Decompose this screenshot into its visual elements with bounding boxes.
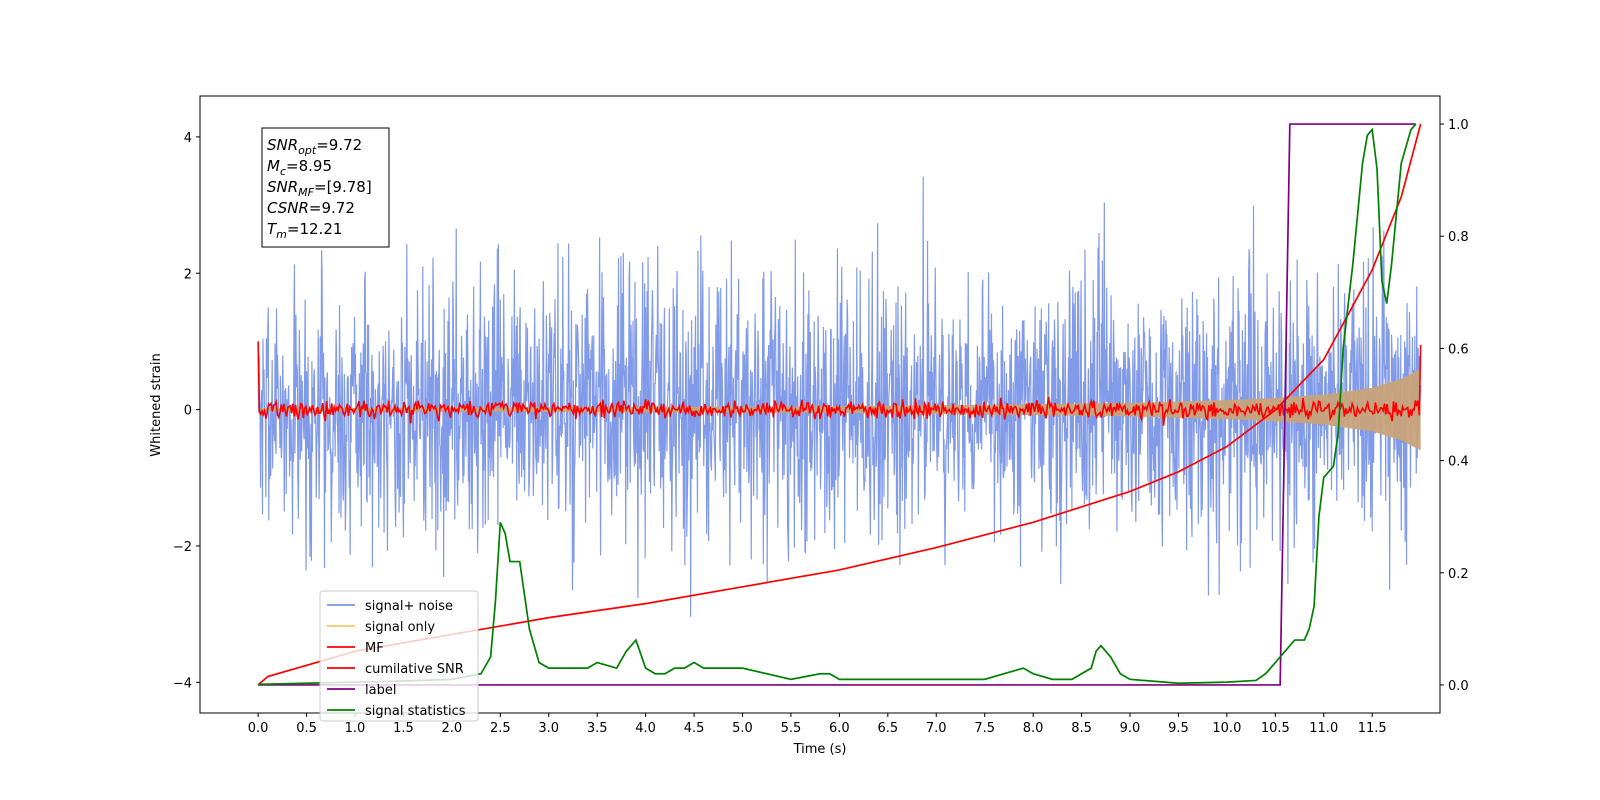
annotation-symbol: M	[267, 157, 280, 175]
x-tick-label: 8.0	[1023, 721, 1044, 736]
annotation-frame	[261, 127, 390, 248]
annotation-line: SNRMF=[9.78]	[267, 178, 372, 199]
x-tick-label: 0.0	[248, 721, 269, 736]
x-tick-label: 8.5	[1071, 721, 1092, 736]
x-tick-label: 10.0	[1212, 721, 1241, 736]
x-tick-label: 4.0	[635, 721, 656, 736]
legend-frame	[319, 590, 479, 722]
x-tick-label: 11.5	[1358, 721, 1387, 736]
series-mf	[257, 341, 1422, 426]
x-tick-label: 11.0	[1309, 721, 1338, 736]
legend: signal+ noise signal only MF cumilative SNR…	[319, 590, 479, 722]
x-axis-ticks: 0.0 0.5 1.0 1.5 2.0 2.5 3.0 3.5 4.0 4.5 5.0 5.5 6.0 6…	[248, 713, 1387, 736]
x-tick-label: 7.5	[974, 721, 995, 736]
x-tick-label: 2.5	[490, 721, 511, 736]
annotation-subscript: opt	[298, 144, 317, 157]
legend-label: label	[365, 683, 396, 698]
annotation-subscript: c	[280, 165, 286, 178]
annotation-symbol: T	[267, 220, 278, 238]
legend-label: signal only	[365, 620, 435, 635]
annotation-symbol: SNR	[267, 136, 298, 154]
annotation-value: =9.72	[309, 199, 355, 217]
y-tick-label: 0	[184, 404, 192, 419]
series-label	[258, 123, 1416, 686]
x-axis-label: Time (s)	[793, 742, 847, 757]
legend-label: signal+ noise	[365, 599, 453, 614]
x-tick-label: 3.0	[538, 721, 559, 736]
annotation-subscript: m	[276, 228, 287, 241]
y2-tick-label: 0.4	[1448, 455, 1469, 470]
x-tick-label: 5.5	[781, 721, 802, 736]
y2-axis-ticks: 0.0 0.2 0.4 0.6 0.8 1.0	[1440, 118, 1469, 694]
legend-label: signal statistics	[365, 704, 466, 719]
annotation-line: SNRopt=9.72	[267, 136, 362, 157]
annotation-line: Mc=8.95	[267, 157, 332, 178]
y2-tick-label: 0.2	[1448, 567, 1469, 582]
x-tick-label: 5.0	[732, 721, 753, 736]
y2-tick-label: 0.6	[1448, 342, 1469, 357]
x-tick-label: 0.5	[296, 721, 317, 736]
x-tick-label: 9.5	[1168, 721, 1189, 736]
x-tick-label: 9.0	[1120, 721, 1141, 736]
legend-label: MF	[365, 641, 384, 656]
y2-tick-label: 1.0	[1448, 118, 1469, 133]
series-signal-noise	[257, 176, 1422, 617]
x-tick-label: 6.5	[877, 721, 898, 736]
annotation-subscript: MF	[298, 186, 314, 199]
x-tick-label: 6.0	[829, 721, 850, 736]
y-tick-label: −4	[173, 676, 192, 691]
axes-frame	[199, 95, 1441, 714]
annotation-box: SNRopt=9.72Mc=8.95SNRMF=[9.78]CSNR=9.72T…	[261, 127, 390, 248]
y2-tick-label: 0.0	[1448, 679, 1469, 694]
annotation-value: =12.21	[287, 220, 343, 238]
annotation-value: =[9.78]	[314, 178, 372, 196]
annotation-value: =9.72	[316, 136, 362, 154]
legend-label: cumilative SNR	[365, 662, 464, 677]
x-tick-label: 10.5	[1261, 721, 1290, 736]
y-axis-ticks: −4 −2 0 2 4	[173, 131, 200, 691]
y-tick-label: −2	[173, 540, 192, 555]
annotation-symbol: SNR	[267, 178, 298, 196]
annotation-line: Tm=12.21	[267, 220, 342, 241]
y2-tick-label: 0.8	[1448, 230, 1469, 245]
y-tick-label: 4	[184, 131, 192, 146]
y-axis-label: Whitened strain	[149, 353, 164, 456]
annotation-line: CSNR=9.72	[267, 199, 355, 217]
x-tick-label: 3.5	[587, 721, 608, 736]
x-tick-label: 1.0	[345, 721, 366, 736]
x-tick-label: 1.5	[393, 721, 414, 736]
x-tick-label: 2.0	[442, 721, 463, 736]
y-tick-label: 2	[184, 267, 192, 282]
x-tick-label: 4.5	[684, 721, 705, 736]
series-signal-statistics	[258, 123, 1417, 686]
annotation-symbol: CSNR	[267, 199, 309, 217]
x-tick-label: 7.0	[926, 721, 947, 736]
annotation-value: =8.95	[286, 157, 332, 175]
